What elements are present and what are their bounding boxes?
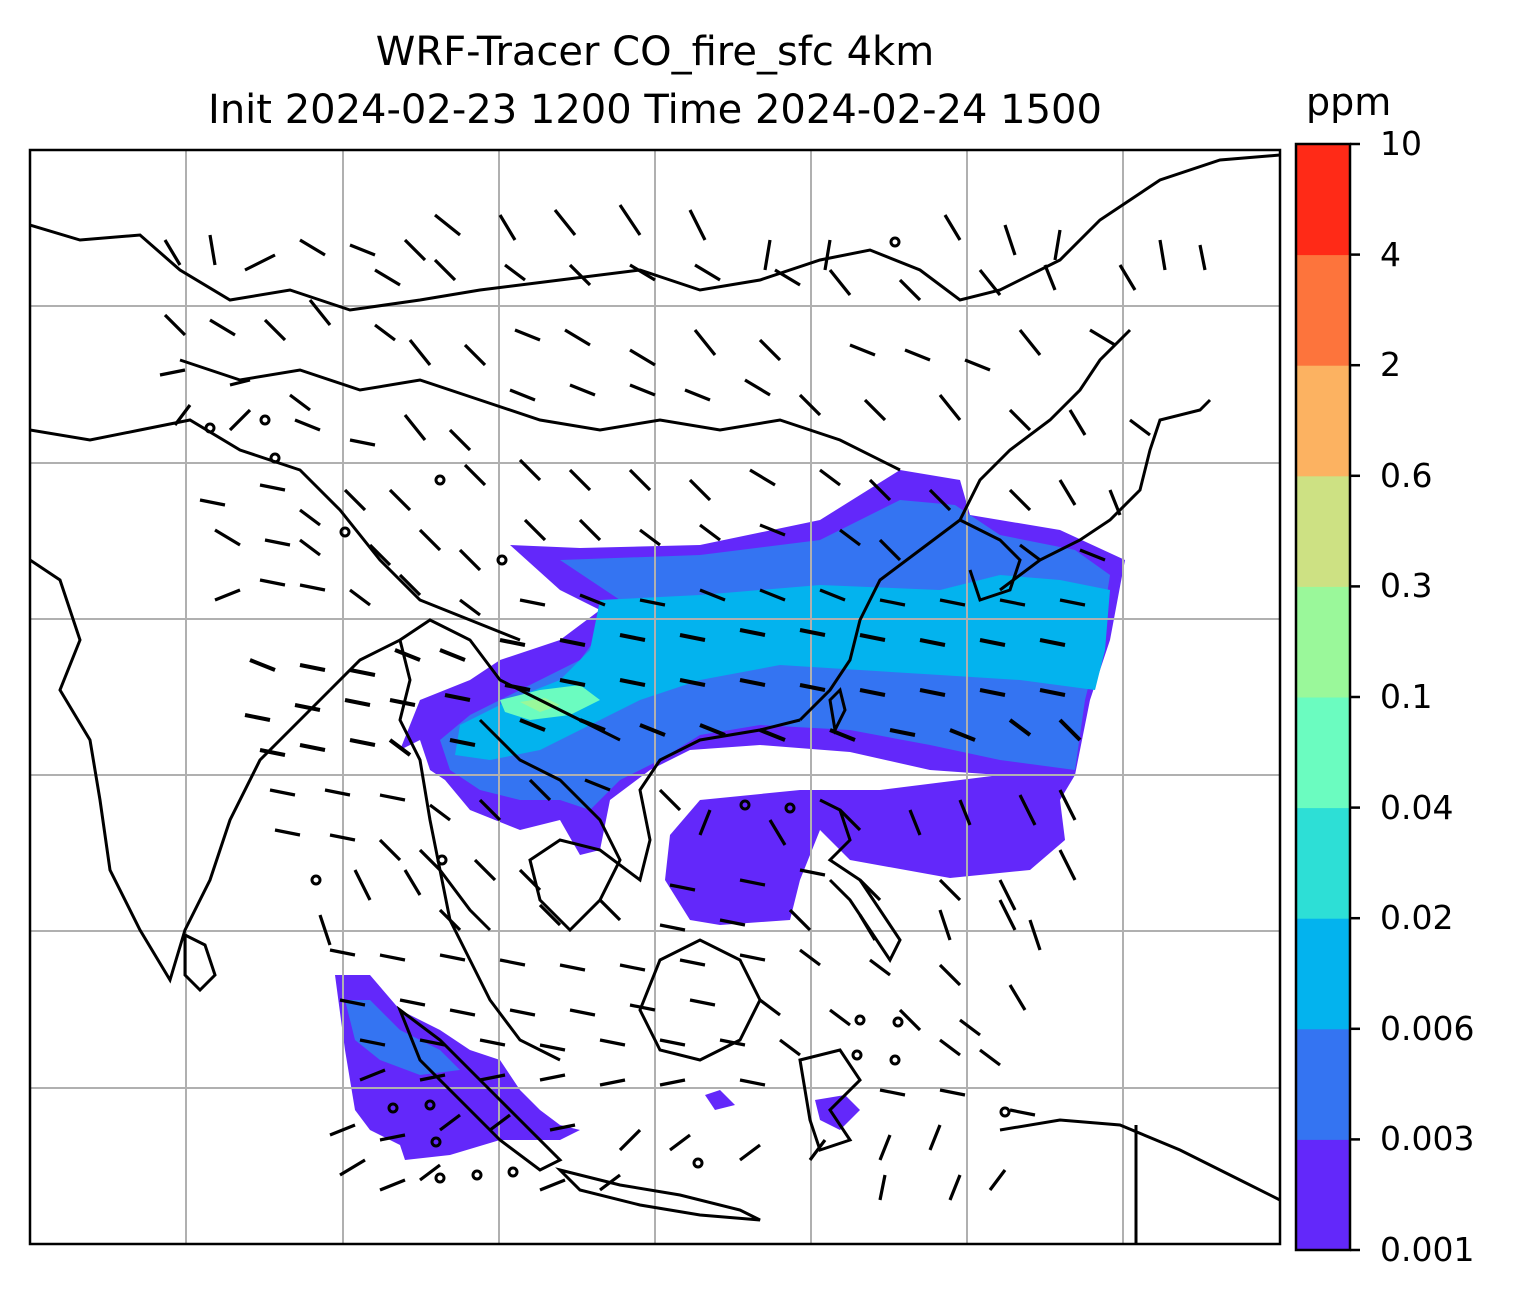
- colorbar-segment: [1296, 365, 1350, 477]
- wind-barbs-south: [269, 778, 1077, 1201]
- coast-korea: [959, 518, 1022, 602]
- border-himalaya: [30, 418, 521, 642]
- map-title-line2: Init 2024-02-23 1200 Time 2024-02-24 150…: [208, 87, 1102, 133]
- plume-north-core: [455, 575, 1110, 760]
- coast-india: [30, 558, 332, 984]
- colorbar-segment: [1296, 807, 1350, 919]
- coast-bay-bengal: [328, 637, 492, 932]
- colorbar-tick-label: 4: [1380, 234, 1401, 274]
- coast-taiwan: [828, 687, 847, 735]
- colorbar-segment: [1296, 144, 1350, 256]
- coast-new-guinea: [999, 1118, 1280, 1202]
- calm-circles: [204, 236, 1011, 1184]
- coastlines: [30, 153, 1280, 1244]
- coast-borneo: [638, 938, 762, 1062]
- colorbar-segment: [1296, 918, 1350, 1030]
- colorbar-tick-label: 0.1: [1380, 677, 1433, 716]
- plume-borneo-spot: [705, 1090, 735, 1110]
- colorbar-tick-label: 0.04: [1380, 787, 1454, 827]
- coast-java: [555, 1167, 761, 1222]
- colorbar-tick-label: 0.006: [1380, 1008, 1475, 1048]
- colorbar-tick-label: 10: [1380, 124, 1422, 163]
- colorbar-unit-label: ppm: [1306, 80, 1392, 124]
- colorbar-segment: [1296, 475, 1350, 587]
- colorbar-tick-label: 0.02: [1380, 898, 1454, 938]
- map-plot-area: [30, 150, 1280, 1244]
- colorbar-segment: [1296, 254, 1350, 366]
- border-china-north: [30, 153, 1280, 312]
- colorbar-tick-label: 0.001: [1380, 1230, 1475, 1269]
- map-title-line1: WRF-Tracer CO_fire_sfc 4km: [375, 29, 935, 75]
- colorbar-segment: [1296, 586, 1350, 698]
- plume-sulawesi: [815, 1095, 860, 1130]
- coast-srilanka: [183, 932, 217, 993]
- wind-barbs-plume: [244, 628, 1082, 757]
- coast-malay-peninsula: [438, 869, 561, 1062]
- coast-japan: [999, 398, 1212, 592]
- plume-core-peak: [520, 698, 560, 712]
- colorbar-segment: [1296, 1139, 1350, 1251]
- colorbar-segment: [1296, 1028, 1350, 1140]
- plot-frame: [28, 148, 1282, 1246]
- gridlines: [30, 150, 1280, 1244]
- coast-sumatra: [396, 1005, 563, 1172]
- coast-sulawesi: [798, 1048, 862, 1152]
- colorbar-tick-label: 0.003: [1380, 1119, 1475, 1159]
- wind-barbs: [159, 204, 1207, 617]
- plume-south-mid: [345, 1000, 460, 1075]
- colorbar-tick-label: 2: [1380, 345, 1401, 385]
- colorbar-segment: [1296, 697, 1350, 809]
- border-mongolia: [179, 358, 901, 472]
- colorbar-tick-label: 0.3: [1380, 566, 1433, 606]
- tracer-field: [335, 470, 1125, 1160]
- colorbar: [1294, 142, 1360, 1252]
- coast-indochina: [478, 718, 801, 933]
- colorbar-tick-label: 0.6: [1380, 455, 1433, 495]
